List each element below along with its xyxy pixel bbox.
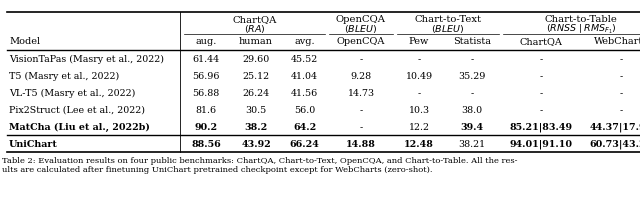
Text: 35.29: 35.29	[458, 72, 486, 81]
Text: 10.3: 10.3	[408, 106, 429, 115]
Text: -: -	[540, 106, 543, 115]
Text: ChartQA: ChartQA	[232, 15, 276, 24]
Text: 85.21|83.49: 85.21|83.49	[509, 123, 573, 132]
Text: Pix2Struct (Lee et al., 2022): Pix2Struct (Lee et al., 2022)	[9, 106, 145, 115]
Text: $(BLEU)$: $(BLEU)$	[431, 23, 465, 35]
Text: -: -	[540, 72, 543, 81]
Text: -: -	[540, 55, 543, 64]
Text: 94.01|91.10: 94.01|91.10	[509, 140, 573, 149]
Text: VL-T5 (Masry et al., 2022): VL-T5 (Masry et al., 2022)	[9, 89, 136, 98]
Text: 88.56: 88.56	[191, 140, 221, 149]
Text: ults are calculated after finetuning UniChart pretrained checkpoint except for W: ults are calculated after finetuning Uni…	[2, 166, 433, 174]
Text: 38.2: 38.2	[244, 123, 268, 132]
Text: T5 (Masry et al., 2022): T5 (Masry et al., 2022)	[9, 72, 119, 81]
Text: -: -	[417, 55, 420, 64]
Text: Pew: Pew	[409, 37, 429, 46]
Text: 61.44: 61.44	[193, 55, 220, 64]
Text: 25.12: 25.12	[243, 72, 269, 81]
Text: MatCha (Liu et al., 2022b): MatCha (Liu et al., 2022b)	[9, 123, 150, 132]
Text: Chart-to-Table: Chart-to-Table	[545, 15, 618, 24]
Text: 41.04: 41.04	[291, 72, 318, 81]
Text: human: human	[239, 37, 273, 46]
Text: aug.: aug.	[195, 37, 217, 46]
Text: 29.60: 29.60	[243, 55, 269, 64]
Text: 56.88: 56.88	[193, 89, 220, 98]
Text: 56.0: 56.0	[294, 106, 315, 115]
Text: 10.49: 10.49	[405, 72, 433, 81]
Text: -: -	[417, 89, 420, 98]
Text: 30.5: 30.5	[245, 106, 267, 115]
Text: -: -	[620, 89, 623, 98]
Text: UniChart: UniChart	[9, 140, 58, 149]
Text: 14.88: 14.88	[346, 140, 376, 149]
Text: 44.37|17.94: 44.37|17.94	[589, 123, 640, 132]
Text: -: -	[360, 106, 363, 115]
Text: 66.24: 66.24	[289, 140, 319, 149]
Text: 56.96: 56.96	[192, 72, 220, 81]
Text: WebCharts: WebCharts	[594, 37, 640, 46]
Text: -: -	[360, 123, 363, 132]
Text: VisionTaPas (Masry et al., 2022): VisionTaPas (Masry et al., 2022)	[9, 55, 164, 64]
Text: -: -	[620, 72, 623, 81]
Text: $(BLEU)$: $(BLEU)$	[344, 23, 378, 35]
Text: ChartQA: ChartQA	[520, 37, 563, 46]
Text: 90.2: 90.2	[195, 123, 218, 132]
Text: 43.92: 43.92	[241, 140, 271, 149]
Text: $(RA)$: $(RA)$	[244, 23, 266, 35]
Text: -: -	[540, 89, 543, 98]
Text: -: -	[470, 89, 474, 98]
Text: Statista: Statista	[453, 37, 491, 46]
Text: 38.0: 38.0	[461, 106, 483, 115]
Text: -: -	[470, 55, 474, 64]
Text: 39.4: 39.4	[460, 123, 484, 132]
Text: 60.73|43.21: 60.73|43.21	[589, 140, 640, 149]
Text: 64.2: 64.2	[293, 123, 316, 132]
Text: 12.48: 12.48	[404, 140, 434, 149]
Text: 81.6: 81.6	[195, 106, 216, 115]
Text: 45.52: 45.52	[291, 55, 318, 64]
Text: 12.2: 12.2	[408, 123, 429, 132]
Text: -: -	[620, 55, 623, 64]
Text: 14.73: 14.73	[348, 89, 374, 98]
Text: avg.: avg.	[294, 37, 315, 46]
Text: -: -	[360, 55, 363, 64]
Text: 38.21: 38.21	[458, 140, 486, 149]
Text: 26.24: 26.24	[243, 89, 269, 98]
Text: 41.56: 41.56	[291, 89, 318, 98]
Text: OpenCQA: OpenCQA	[336, 15, 386, 24]
Text: OpenCQA: OpenCQA	[337, 37, 385, 46]
Text: 9.28: 9.28	[351, 72, 372, 81]
Text: Table 2: Evaluation results on four public benchmarks: ChartQA, Chart-to-Text, O: Table 2: Evaluation results on four publ…	[2, 157, 518, 165]
Text: Chart-to-Text: Chart-to-Text	[415, 15, 481, 24]
Text: $(RNSS \mid RMS_{F_1})$: $(RNSS \mid RMS_{F_1})$	[545, 22, 616, 36]
Text: -: -	[620, 106, 623, 115]
Text: Model: Model	[9, 37, 40, 46]
